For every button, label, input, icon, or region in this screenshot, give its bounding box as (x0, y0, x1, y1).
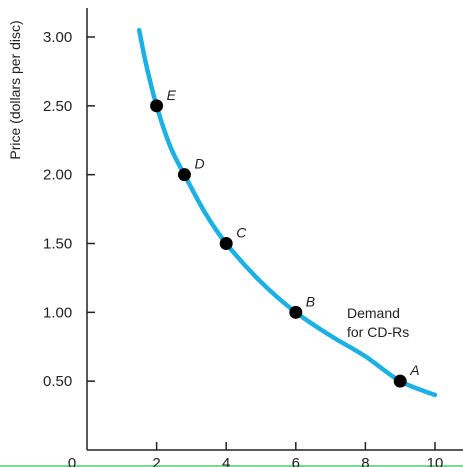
y-axis-title: Price (dollars per disc) (7, 20, 23, 159)
point-label-b: B (306, 293, 315, 309)
y-tick-label: 1.00 (43, 304, 72, 321)
x-tick-label: 2 (152, 455, 160, 467)
point-label-a: A (409, 362, 419, 378)
x-tick-label: 4 (222, 455, 230, 467)
point-c (219, 237, 233, 250)
point-a (393, 374, 407, 388)
data-points: A B C D E (150, 87, 420, 388)
demand-curve (136, 27, 438, 398)
point-d (177, 168, 191, 182)
point-label-d: D (194, 156, 204, 172)
curve-label-line-1: Demand (347, 305, 400, 321)
axes (0, 8, 463, 467)
curve-label-line-2: for CD-Rs (347, 324, 409, 340)
y-tick-label: 2.50 (43, 98, 72, 115)
point-e (150, 99, 164, 113)
x-tick-label: 10 (427, 455, 444, 467)
point-b (289, 305, 303, 319)
demand-curve-line (136, 27, 438, 398)
x-ticks: 0 2 4 6 8 10 (68, 442, 444, 467)
y-tick-label: 2.00 (43, 167, 72, 184)
x-tick-label: 8 (361, 455, 369, 467)
y-tick-label: 1.50 (43, 236, 72, 253)
y-ticks: 0.50 1.00 1.50 2.00 2.50 3.00 (43, 29, 95, 390)
x-tick-label: 6 (292, 455, 300, 467)
y-tick-label: 0.50 (43, 373, 72, 390)
x-tick-label: 0 (68, 455, 76, 467)
y-tick-label: 3.00 (43, 29, 72, 46)
point-label-e: E (167, 87, 177, 103)
point-label-c: C (236, 225, 247, 241)
